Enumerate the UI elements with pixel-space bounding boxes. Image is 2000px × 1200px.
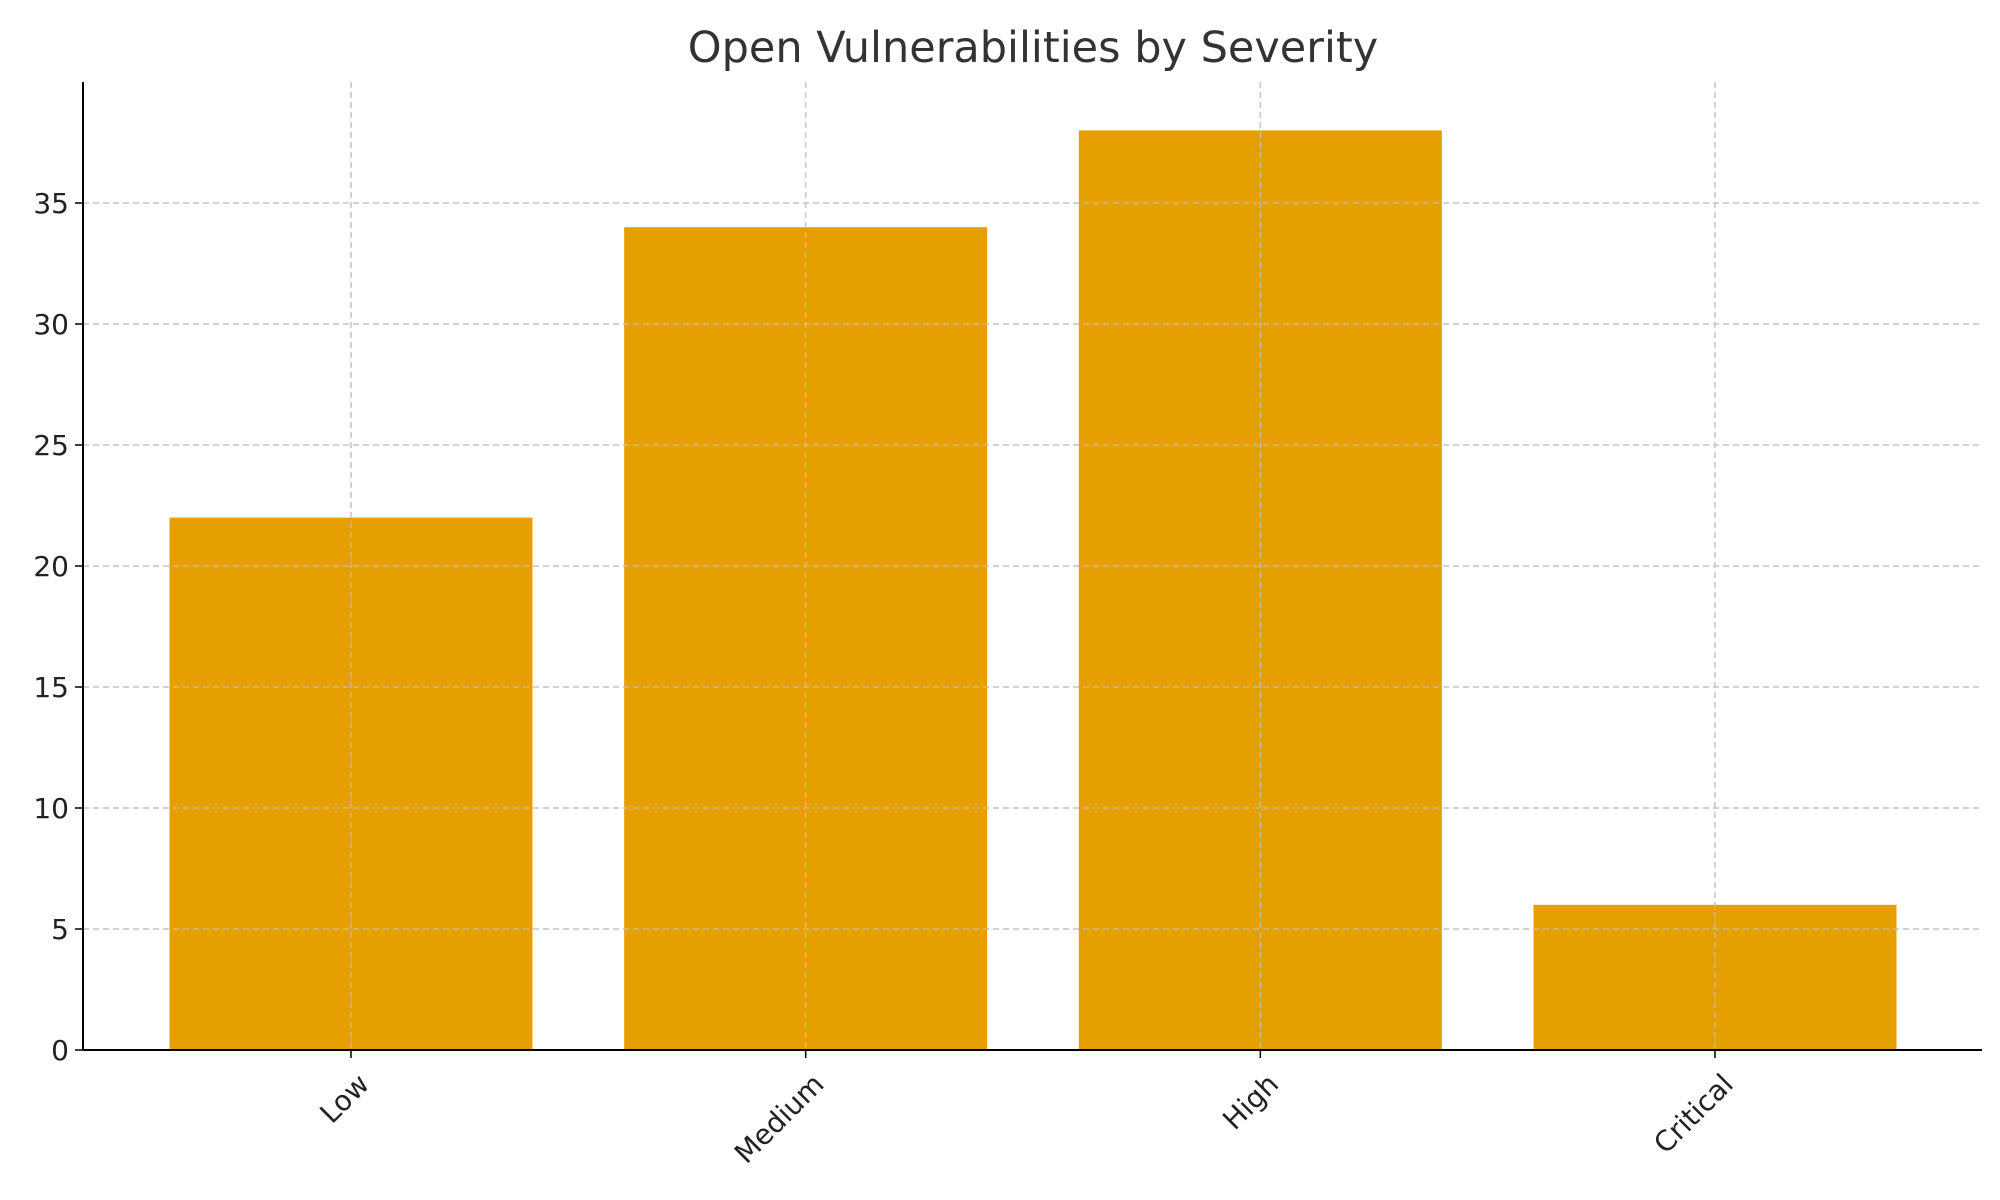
y-tick-label: 35 — [33, 187, 69, 220]
y-tick-label: 25 — [33, 429, 69, 462]
y-tick-label: 0 — [51, 1034, 69, 1067]
y-tick-label: 5 — [51, 913, 69, 946]
bars — [83, 82, 1982, 1050]
y-tick-label: 20 — [33, 550, 69, 583]
y-tick-labels: 0 5 10 15 20 25 30 35 — [33, 187, 69, 1067]
y-tick-label: 15 — [33, 671, 69, 704]
x-tick-label-low: Low — [313, 1067, 375, 1129]
x-tick-label-high: High — [1216, 1067, 1285, 1136]
y-tick-label: 10 — [33, 792, 69, 825]
chart-title: Open Vulnerabilities by Severity — [688, 23, 1378, 73]
y-tick-label: 30 — [33, 308, 69, 341]
x-tick-label-critical: Critical — [1647, 1067, 1740, 1160]
x-tick-labels: Low Medium High Critical — [313, 1067, 1739, 1170]
x-tick-label-medium: Medium — [728, 1067, 831, 1170]
axes — [75, 82, 1982, 1058]
